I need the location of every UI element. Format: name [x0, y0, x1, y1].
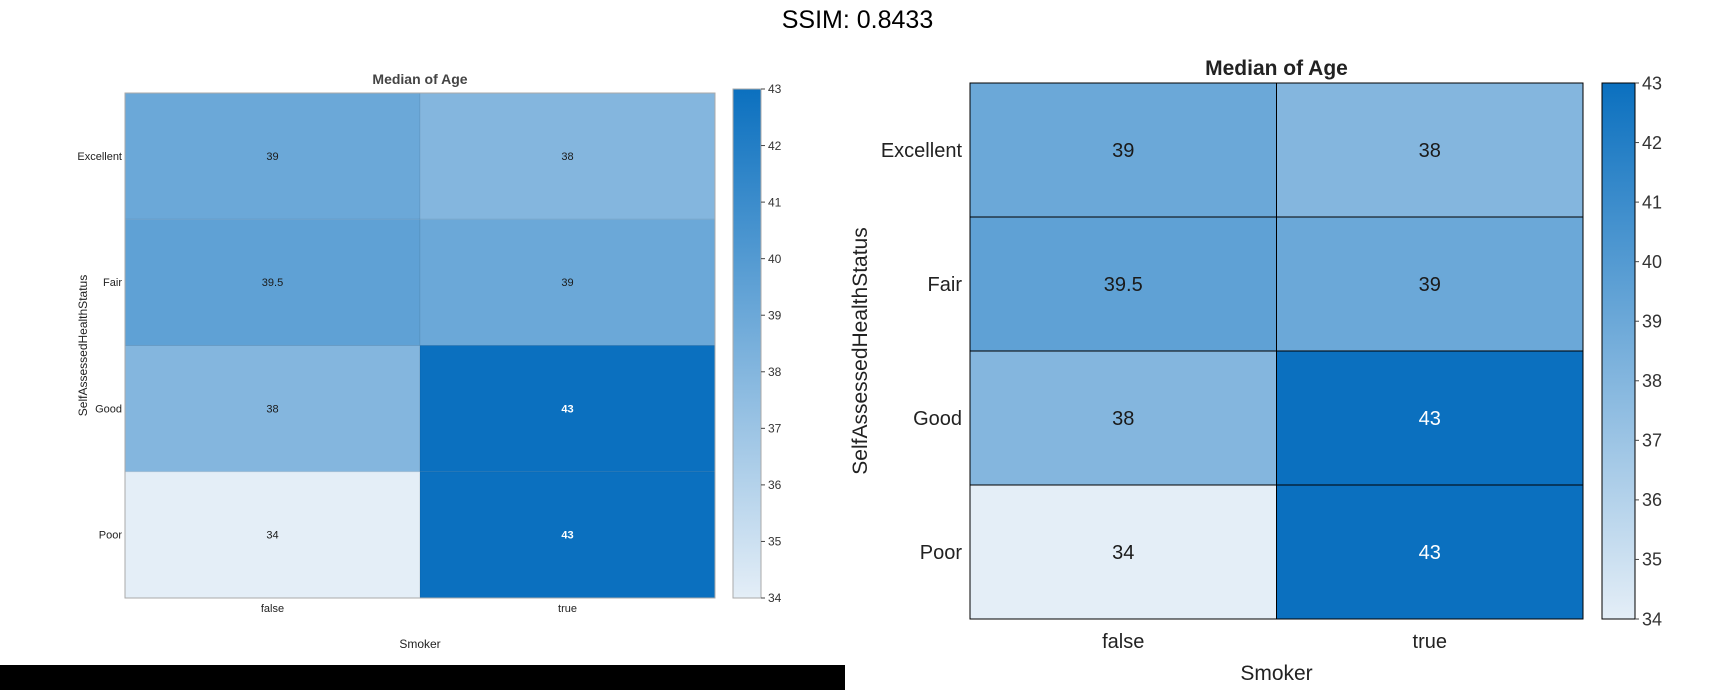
cell-value-label: 39 — [1112, 140, 1134, 162]
x-axis-label: Smoker — [399, 637, 440, 651]
cell-value-label: 39.5 — [262, 277, 283, 289]
cell-value-label: 34 — [266, 530, 278, 542]
heatmap-cell — [419, 345, 716, 473]
y-tick-label: Excellent — [77, 151, 122, 163]
y-axis-label: SelfAssessedHealthStatus — [76, 275, 90, 416]
colorbar — [732, 88, 762, 599]
heatmap-cell — [969, 484, 1277, 620]
colorbar-tick-label: 37 — [768, 422, 782, 436]
page-title: SSIM: 0.8433 — [781, 6, 934, 34]
colorbar-tick-label: 39 — [768, 308, 782, 322]
y-tick-label: Poor — [99, 530, 123, 542]
cell-value-label: 43 — [561, 403, 573, 415]
cell-value-label: 38 — [266, 403, 278, 415]
colorbar-tick-label: 43 — [1642, 73, 1662, 93]
cell-value-label: 34 — [1112, 542, 1134, 564]
y-tick-label: Good — [913, 408, 962, 430]
heatmap-cell — [124, 471, 421, 599]
cell-value-label: 39.5 — [1104, 274, 1143, 296]
cell-value-label: 38 — [1419, 140, 1441, 162]
colorbar-tick-label: 41 — [768, 195, 782, 209]
chart-title: Median of Age — [372, 71, 467, 87]
cell-value-label: 43 — [561, 530, 573, 542]
colorbar-tick-label: 37 — [1642, 431, 1662, 451]
colorbar-tick-label: 35 — [1642, 550, 1662, 570]
heatmap-left: Median of Age 39 38 39.5 39 38 43 34 43 Excellent… — [76, 71, 782, 651]
heatmap-cell — [1276, 216, 1584, 352]
colorbar — [1601, 82, 1636, 620]
colorbar-tick-label: 40 — [1642, 252, 1662, 272]
cell-value-label: 39 — [266, 151, 278, 163]
colorbar-tick-label: 41 — [1642, 192, 1662, 212]
chart-title: Median of Age — [1205, 57, 1348, 80]
heatmap-cell — [1276, 484, 1584, 620]
y-tick-label: Fair — [103, 277, 122, 289]
plot-border — [969, 82, 1584, 620]
cell-value-label: 43 — [1419, 542, 1441, 564]
x-tick-label: true — [558, 603, 577, 615]
colorbar-tick-label: 34 — [768, 591, 782, 605]
heatmap-cell — [124, 345, 421, 473]
black-bar — [0, 665, 845, 690]
heatmap-cell — [419, 92, 716, 220]
x-axis-label: Smoker — [1240, 662, 1312, 685]
x-tick-label: true — [1413, 631, 1447, 653]
cell-value-label: 39 — [1419, 274, 1441, 296]
heatmap-cell — [419, 471, 716, 599]
colorbar-tick-label: 38 — [1642, 371, 1662, 391]
heatmap-right: Median of Age 39 38 39.5 39 38 43 34 43 Excellent… — [849, 57, 1662, 685]
y-axis-label: SelfAssessedHealthStatus — [849, 227, 872, 474]
colorbar-tick-label: 40 — [768, 252, 782, 266]
y-tick-label: Fair — [928, 274, 963, 296]
heatmap-cell — [124, 218, 421, 346]
colorbar-tick-label: 39 — [1642, 312, 1662, 332]
colorbar-tick-label: 38 — [768, 365, 782, 379]
x-tick-label: false — [261, 603, 284, 615]
heatmap-cell — [419, 218, 716, 346]
heatmap-panel-left: Median of Age 39 38 39.5 39 38 43 34 43 Excellent… — [0, 50, 845, 670]
y-tick-label: Excellent — [881, 140, 963, 162]
cell-value-label: 38 — [1112, 408, 1134, 430]
colorbar-tick-label: 36 — [768, 478, 782, 492]
cell-value-label: 39 — [561, 277, 573, 289]
heatmap-cell — [124, 92, 421, 220]
colorbar-tick-label: 42 — [1642, 133, 1662, 153]
y-tick-label: Poor — [920, 542, 963, 564]
cell-value-label: 43 — [1419, 408, 1441, 430]
colorbar-tick-label: 34 — [1642, 609, 1662, 629]
colorbar-tick-label: 42 — [768, 139, 782, 153]
heatmap-cell — [1276, 350, 1584, 486]
heatmap-cell — [969, 350, 1277, 486]
y-tick-label: Good — [95, 403, 122, 415]
cell-value-label: 38 — [561, 151, 573, 163]
heatmap-cell — [1276, 82, 1584, 218]
colorbar-tick-label: 36 — [1642, 490, 1662, 510]
colorbar-tick-label: 43 — [768, 82, 782, 96]
heatmap-cell — [969, 216, 1277, 352]
heatmap-cell — [969, 82, 1277, 218]
x-tick-label: false — [1102, 631, 1144, 653]
heatmap-panel-right: Median of Age 39 38 39.5 39 38 43 34 43 Excellent… — [845, 50, 1715, 690]
plot-border — [124, 92, 716, 599]
colorbar-tick-label: 35 — [768, 535, 782, 549]
